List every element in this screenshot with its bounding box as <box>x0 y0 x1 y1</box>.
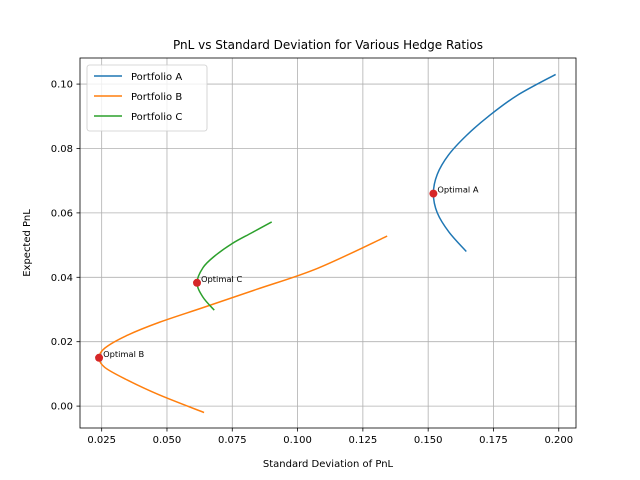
optimal-point-marker <box>95 353 104 362</box>
x-tick-label: 0.050 <box>153 435 182 446</box>
optimal-point-label: Optimal B <box>103 349 144 359</box>
legend: Portfolio A Portfolio B Portfolio C <box>86 64 208 132</box>
legend-entry-label: Portfolio A <box>131 72 182 83</box>
series-line-a <box>432 73 556 253</box>
series-line-c <box>196 221 273 311</box>
legend-box <box>86 64 208 132</box>
x-axis-label: Standard Deviation of PnL <box>263 459 394 470</box>
optimal-points: Optimal A Optimal B Optimal C <box>95 185 479 362</box>
axes-frame <box>79 57 577 429</box>
legend-entry-label: Portfolio C <box>131 112 182 123</box>
x-tick-label: 0.150 <box>414 435 443 446</box>
legend-entry-label: Portfolio B <box>131 92 182 103</box>
y-tick-label: 0.02 <box>51 337 73 348</box>
y-tick-label: 0.10 <box>51 80 73 91</box>
optimal-point-marker <box>193 278 202 287</box>
x-tick-label: 0.075 <box>218 435 247 446</box>
optimal-point-marker <box>429 189 438 198</box>
x-tick-label: 0.200 <box>544 435 573 446</box>
y-tick-label: 0.08 <box>51 144 73 155</box>
y-tick-label: 0.00 <box>51 402 73 413</box>
optimal-point-label: Optimal C <box>201 274 242 284</box>
x-tick-label: 0.025 <box>87 435 116 446</box>
axis-ticks: 0.025 0.050 0.075 0.100 0.125 0.150 0.175 0.200… <box>51 80 573 446</box>
optimal-point-label: Optimal A <box>437 185 478 195</box>
series-line-b <box>98 235 388 414</box>
x-tick-label: 0.100 <box>283 435 312 446</box>
chart-title: PnL vs Standard Deviation for Various He… <box>173 38 483 52</box>
x-tick-label: 0.125 <box>349 435 378 446</box>
series-lines <box>98 73 556 414</box>
y-tick-label: 0.06 <box>51 208 73 219</box>
y-tick-label: 0.04 <box>51 273 73 284</box>
y-axis-label: Expected PnL <box>22 209 33 277</box>
x-tick-label: 0.175 <box>479 435 508 446</box>
